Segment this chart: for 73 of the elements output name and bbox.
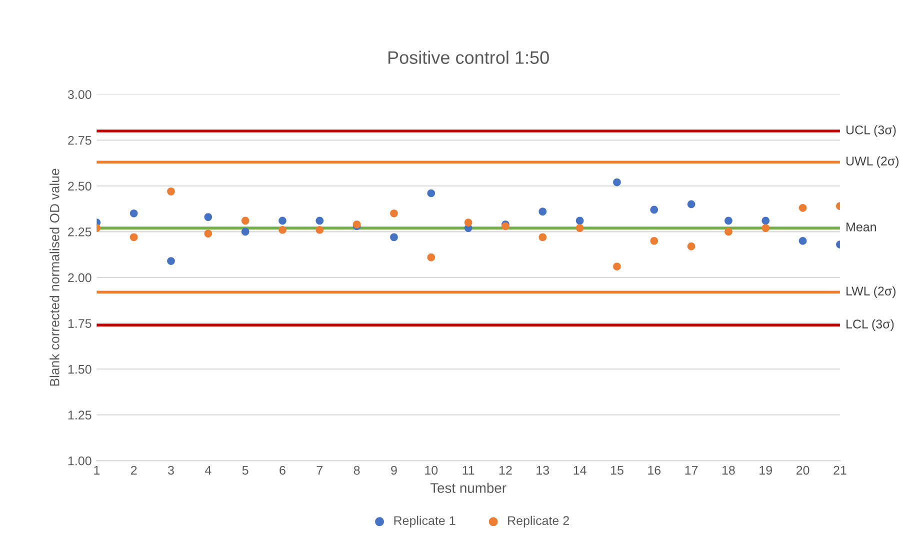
- point: [316, 226, 324, 234]
- x-tick-label: 1: [94, 466, 100, 475]
- point: [427, 253, 436, 262]
- x-tick-label: 21: [834, 466, 846, 475]
- y-tick-label: 2.50: [68, 182, 92, 191]
- x-tick-label: 11: [462, 466, 474, 475]
- y-tick-label: 1.00: [68, 456, 92, 466]
- x-tick-label: 2: [130, 466, 137, 475]
- x-tick-label: 17: [685, 466, 698, 475]
- point: [576, 224, 584, 232]
- y-tick-label: 2.75: [68, 136, 92, 145]
- point: [130, 233, 138, 242]
- y-axis-title: Blank corrected normalised OD value: [50, 168, 60, 386]
- ref-line-label: LCL (3σ): [846, 319, 894, 331]
- legend-label: Replicate 1: [394, 516, 456, 528]
- y-tick-label: 1.50: [68, 364, 92, 374]
- point: [762, 216, 770, 225]
- x-tick-label: 18: [722, 466, 735, 475]
- point: [576, 216, 584, 225]
- point: [427, 189, 436, 198]
- x-tick-label: 3: [168, 466, 174, 475]
- legend-label: Replicate 2: [508, 516, 569, 528]
- x-tick-label: 4: [204, 466, 212, 475]
- ref-line-label: LWL (2σ): [846, 286, 896, 298]
- x-tick-label: 13: [536, 466, 550, 475]
- y-tick-label: 2.25: [68, 228, 92, 236]
- point: [241, 216, 250, 225]
- y-tick-label: 3.00: [68, 90, 92, 99]
- point: [613, 178, 621, 186]
- chart-title: Positive control 1:50: [388, 50, 549, 64]
- point: [724, 216, 732, 225]
- ref-line-label: UWL (2σ): [846, 156, 899, 168]
- x-tick-label: 19: [760, 466, 772, 475]
- point: [130, 209, 138, 218]
- point: [278, 216, 286, 225]
- point: [687, 200, 696, 208]
- point: [650, 236, 658, 245]
- point: [464, 218, 472, 226]
- point: [316, 216, 324, 225]
- point: [390, 233, 398, 242]
- point: [538, 233, 547, 242]
- point: [798, 236, 807, 245]
- x-axis-title: Test number: [430, 482, 506, 493]
- ref-line-label: Mean: [846, 222, 876, 232]
- point: [204, 230, 212, 238]
- point: [204, 213, 212, 221]
- x-tick-label: 9: [391, 466, 397, 475]
- point: [167, 187, 175, 196]
- x-tick-label: 5: [242, 466, 248, 475]
- y-tick-label: 1.75: [68, 319, 92, 328]
- x-tick-label: 14: [574, 466, 586, 475]
- x-tick-label: 16: [648, 466, 661, 475]
- point: [390, 209, 398, 218]
- point: [167, 257, 175, 265]
- y-tick-label: 2.00: [68, 273, 92, 282]
- point: [724, 228, 732, 236]
- x-tick-label: 8: [354, 466, 360, 475]
- point: [613, 262, 621, 270]
- ref-line-label: UCL (3σ): [846, 125, 896, 137]
- point: [762, 224, 770, 232]
- x-tick-label: 6: [280, 466, 286, 475]
- point: [538, 208, 547, 216]
- point: [687, 242, 696, 250]
- y-tick-label: 1.25: [68, 410, 92, 420]
- point: [798, 204, 807, 212]
- x-tick-label: 12: [499, 466, 512, 475]
- x-tick-label: 15: [610, 466, 624, 475]
- x-tick-label: 7: [316, 466, 323, 475]
- x-tick-label: 20: [796, 466, 810, 475]
- point: [241, 228, 250, 236]
- point: [278, 226, 286, 234]
- x-tick-label: 10: [425, 466, 438, 475]
- point: [650, 206, 658, 214]
